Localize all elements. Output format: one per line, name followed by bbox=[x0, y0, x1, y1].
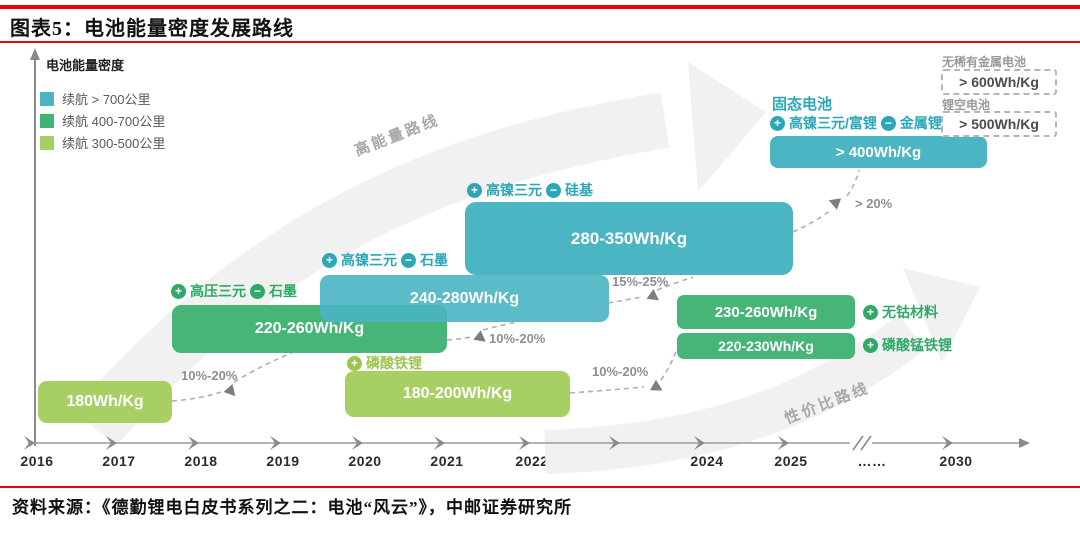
x-tick-2022: 2022 bbox=[515, 453, 549, 469]
node-value: 280-350Wh/Kg bbox=[570, 228, 688, 248]
x-tick-2024: 2024 bbox=[690, 453, 724, 469]
chem-plus-label: 高镍三元/富锂 bbox=[789, 115, 877, 131]
transition-label-1: 10%-20% bbox=[489, 331, 546, 346]
chem-minus-label: 石墨 bbox=[420, 252, 448, 268]
node-240-280-chemistry: + 高镍三元 − 石墨 bbox=[322, 250, 448, 270]
plus-icon: + bbox=[467, 182, 482, 198]
minus-icon: − bbox=[401, 252, 416, 268]
chem-minus-label: 金属锂 bbox=[899, 115, 942, 131]
plus-icon: + bbox=[770, 115, 785, 131]
node-280-350-chemistry: + 高镍三元 − 硅基 bbox=[467, 180, 593, 200]
x-tick-2018: 2018 bbox=[184, 453, 218, 469]
plus-icon: + bbox=[322, 252, 337, 268]
node-220-230whkg: 220-230Wh/Kg bbox=[677, 333, 855, 359]
y-axis bbox=[30, 48, 40, 446]
chem-plus-label: 磷酸铁锂 bbox=[366, 355, 422, 371]
x-tick-2030: 2030 bbox=[939, 453, 973, 469]
x-tick-2017: 2017 bbox=[102, 453, 136, 469]
node-over-400whkg: > 400Wh/Kg bbox=[770, 136, 987, 168]
node-value: 230-260Wh/Kg bbox=[714, 303, 818, 321]
node-value: > 400Wh/Kg bbox=[835, 143, 922, 161]
high-energy-route-arrow bbox=[73, 62, 766, 447]
node-value: 180Wh/Kg bbox=[66, 393, 144, 410]
future-target-box-500: > 500Wh/Kg bbox=[941, 111, 1057, 137]
node-180whkg: 180Wh/Kg bbox=[38, 381, 172, 423]
node-180-200-chemistry: + 磷酸铁锂 bbox=[347, 353, 422, 373]
legend-label: 续航 400-700公里 bbox=[62, 114, 166, 129]
node-180-200whkg: 180-200Wh/Kg bbox=[345, 371, 570, 417]
future-target-name-no-rare-metal: 无稀有金属电池 bbox=[942, 55, 1027, 69]
plus-icon: + bbox=[863, 337, 878, 353]
source-note: 资料来源：《德勤锂电白皮书系列之二：电池“风云”》，中邮证券研究所 bbox=[12, 498, 572, 517]
future-target-box-600: > 600Wh/Kg bbox=[941, 69, 1057, 95]
top-red-rule bbox=[0, 5, 1080, 9]
legend-swatch-green bbox=[40, 113, 54, 128]
figure-title: 图表5：电池能量密度发展路线 bbox=[10, 18, 294, 40]
transition-label-4: 10%-20% bbox=[592, 364, 649, 379]
node-240-280whkg: 240-280Wh/Kg bbox=[320, 275, 609, 322]
node-value: 180-200Wh/Kg bbox=[402, 385, 513, 402]
future-target-value: > 600Wh/Kg bbox=[959, 74, 1039, 90]
node-value: 240-280Wh/Kg bbox=[409, 289, 520, 307]
node-280-350whkg: 280-350Wh/Kg bbox=[465, 202, 793, 275]
minus-icon: − bbox=[546, 182, 561, 198]
legend-label: 续航 300-500公里 bbox=[62, 136, 166, 151]
node-value: 220-260Wh/Kg bbox=[254, 320, 365, 337]
node-400-chemistry: + 高镍三元/富锂 − 金属锂 bbox=[770, 113, 942, 133]
transition-label-2: 15%-25% bbox=[612, 274, 669, 289]
legend-item-300-500km: 续航 300-500公里 bbox=[40, 133, 165, 152]
axis-end-arrow-icon bbox=[1019, 438, 1030, 448]
plus-icon: + bbox=[863, 304, 878, 320]
node-value: 220-230Wh/Kg bbox=[718, 338, 814, 354]
x-tick-2019: 2019 bbox=[266, 453, 300, 469]
chem-minus-label: 石墨 bbox=[269, 283, 297, 299]
legend-swatch-teal bbox=[40, 91, 54, 106]
cost-performance-route-arrow bbox=[544, 268, 980, 474]
x-tick-2016: 2016 bbox=[20, 453, 54, 469]
title-underline-rule bbox=[0, 41, 1080, 43]
x-tick-2021: 2021 bbox=[430, 453, 464, 469]
legend-swatch-light-green bbox=[40, 135, 54, 150]
timeline-chevrons bbox=[24, 436, 953, 450]
transition-arrowheads bbox=[223, 198, 842, 397]
chem-plus-label: 高镍三元 bbox=[341, 252, 397, 268]
minus-icon: − bbox=[250, 283, 265, 299]
future-target-name-li-air: 锂空电池 bbox=[942, 98, 991, 112]
chem-plus-label: 无钴材料 bbox=[882, 304, 938, 320]
chem-plus-label: 高镍三元 bbox=[486, 182, 542, 198]
x-tick-2025: 2025 bbox=[774, 453, 808, 469]
plus-icon: + bbox=[171, 283, 186, 299]
legend-item-over-700km: 续航 > 700公里 bbox=[40, 89, 151, 108]
chem-plus-label: 高压三元 bbox=[190, 283, 246, 299]
chem-minus-label: 硅基 bbox=[565, 182, 593, 198]
chem-plus-label: 磷酸锰铁锂 bbox=[882, 337, 952, 353]
legend-label: 续航 > 700公里 bbox=[62, 92, 151, 107]
minus-icon: − bbox=[880, 115, 896, 131]
x-tick-2020: 2020 bbox=[348, 453, 382, 469]
node-230-260whkg: 230-260Wh/Kg bbox=[677, 295, 855, 329]
node-title: 固态电池 bbox=[772, 96, 833, 113]
plus-icon: + bbox=[347, 355, 362, 371]
node-220-230-chemistry: + 磷酸锰铁锂 bbox=[863, 335, 952, 355]
future-target-value: > 500Wh/Kg bbox=[959, 116, 1039, 132]
timeline-axis bbox=[24, 435, 1030, 451]
node-220-260-chemistry: + 高压三元 − 石墨 bbox=[171, 281, 297, 301]
solid-state-battery-title: 固态电池 bbox=[772, 93, 832, 114]
axis-break-icon bbox=[850, 435, 872, 451]
transition-label-0: 10%-20% bbox=[181, 368, 238, 383]
x-tick-ellipsis: …… bbox=[857, 453, 887, 469]
y-axis-label: 电池能量密度 bbox=[46, 58, 125, 73]
footer-red-rule bbox=[0, 486, 1080, 488]
transition-label-3: > 20% bbox=[855, 196, 893, 211]
transition-connectors bbox=[171, 169, 860, 402]
node-230-260-chemistry: + 无钴材料 bbox=[863, 302, 938, 322]
legend-item-400-700km: 续航 400-700公里 bbox=[40, 111, 165, 130]
